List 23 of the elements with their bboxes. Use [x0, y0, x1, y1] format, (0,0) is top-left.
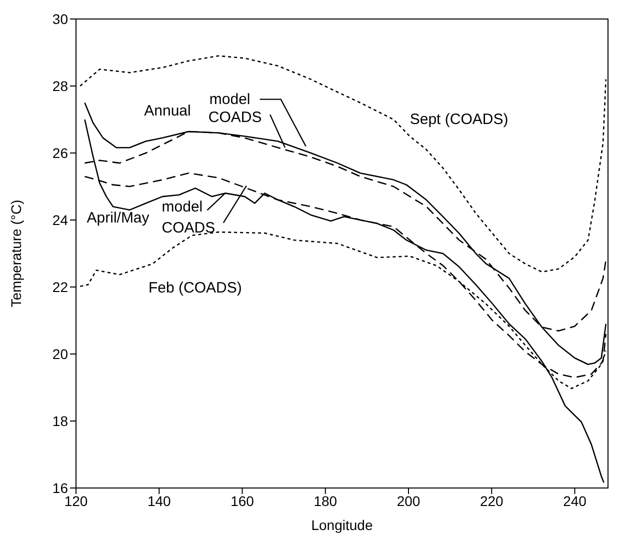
- x-tick-label: 140: [147, 492, 172, 509]
- y-axis-title: Temperature (°C): [8, 200, 24, 308]
- annotation: model: [162, 198, 203, 216]
- y-tick-label: 28: [52, 78, 68, 94]
- y-tick-label: 24: [52, 212, 68, 228]
- y-tick-label: 30: [52, 10, 68, 27]
- annotation: COADS: [208, 109, 262, 126]
- y-tick-label: 18: [52, 412, 68, 429]
- x-tick-label: 220: [480, 492, 504, 509]
- x-axis-title: Longitude: [311, 517, 373, 533]
- x-tick-label: 180: [314, 492, 338, 509]
- x-tick-label: 240: [563, 492, 587, 509]
- y-tick-label: 26: [52, 144, 68, 161]
- annotation: April/May: [86, 209, 150, 226]
- y-tick-label: 20: [52, 346, 68, 362]
- annotation: Feb (COADS): [148, 280, 242, 297]
- y-tick-label: 22: [52, 278, 68, 295]
- annotation: Annual: [144, 102, 191, 120]
- annotation: model: [209, 90, 250, 108]
- annotation: Sept (COADS): [410, 110, 508, 128]
- x-tick-label: 200: [396, 492, 420, 509]
- x-tick-label: 160: [230, 492, 254, 509]
- annotation: COADS: [162, 219, 216, 236]
